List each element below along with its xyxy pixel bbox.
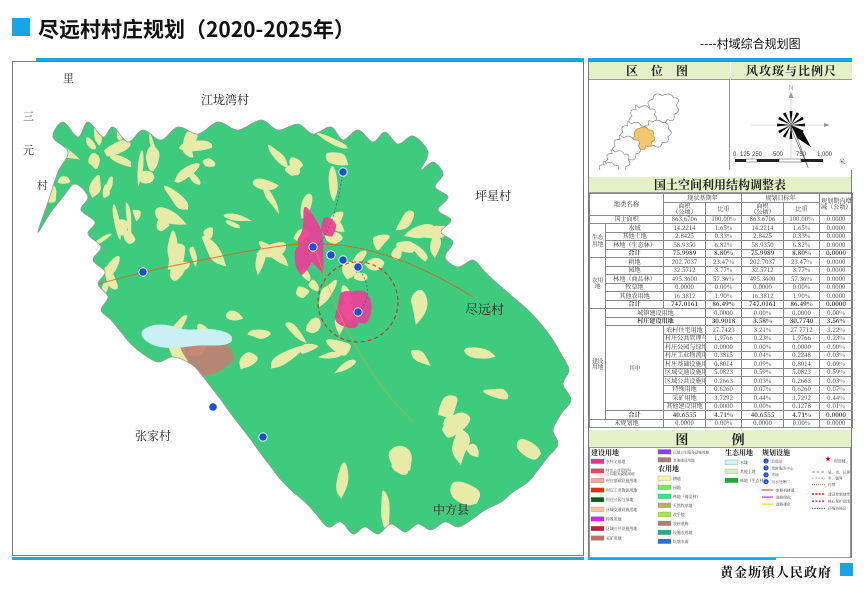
svg-text:道路硬化: 道路硬化 [776,502,791,508]
svg-text:坪星村: 坪星村 [475,187,511,204]
svg-text:规划设施: 规划设施 [762,448,790,458]
svg-text:元: 元 [23,142,34,158]
svg-text:村部楼: 村部楼 [834,458,846,464]
svg-text:林地（商品林）: 林地（商品林） [673,494,700,500]
svg-text:县、市、区界: 县、市、区界 [828,469,850,475]
svg-text:1,000: 1,000 [817,152,833,158]
svg-text:其他建设用地: 其他建设用地 [673,458,695,464]
svg-text:水域: 水域 [740,460,748,466]
svg-text:核心保护范围: 核心保护范围 [828,499,850,505]
svg-text:耕地: 耕地 [673,476,681,482]
svg-text:生态用地: 生态用地 [725,448,753,458]
svg-text:村庄公园与绿地: 村庄公园与绿地 [606,497,633,503]
svg-text:125: 125 [740,152,751,158]
svg-text:三: 三 [23,108,34,124]
svg-text:农村宅基地: 农村宅基地 [606,459,626,465]
svg-text:其他土地: 其他土地 [740,469,756,475]
svg-text:N: N [788,85,793,92]
svg-text:乡、镇界: 乡、镇界 [828,476,843,482]
svg-text:村庄工业物流用地: 村庄工业物流用地 [606,488,637,494]
svg-text:区域交通设施用地: 区域交通设施用地 [606,507,637,513]
svg-text:建设用地: 建设用地 [591,448,619,458]
svg-text:市场: 市场 [772,472,780,478]
svg-text:750: 750 [796,152,807,158]
svg-text:中方县: 中方县 [433,501,469,518]
svg-text:设施农用地: 设施农用地 [673,530,693,536]
svg-text:环境协调区: 环境协调区 [828,506,847,512]
svg-text:党群服务中心: 党群服务中心 [772,465,794,471]
svg-text:里: 里 [63,70,74,86]
svg-text:道路绿化: 道路绿化 [776,494,791,500]
svg-text:农用地: 农用地 [657,464,679,474]
svg-text:2: 2 [765,465,767,470]
svg-text:园地: 园地 [673,485,681,491]
svg-text:江垅湾村: 江垅湾村 [201,91,249,108]
svg-text:垃圾站: 垃圾站 [772,458,783,464]
svg-text:建设控制地带: 建设控制地带 [828,491,850,497]
svg-text:3: 3 [765,472,767,477]
svg-text:1: 1 [765,458,767,463]
svg-text:500: 500 [773,152,784,158]
svg-text:★: ★ [825,454,831,463]
svg-text:改乎地: 改乎地 [673,512,685,518]
svg-text:公共服务设施用地: 公共服务设施用地 [606,471,635,477]
svg-text:0: 0 [733,152,737,158]
svg-text:新修机耕道: 新修机耕道 [776,487,795,493]
svg-text:4: 4 [765,479,767,484]
svg-text:天然牧草地: 天然牧草地 [673,503,693,509]
svg-text:250: 250 [752,152,763,158]
svg-text:村界: 村界 [828,482,836,488]
svg-text:尽远村: 尽远村 [465,299,504,318]
svg-text:特殊用地: 特殊用地 [606,516,622,522]
svg-text:区域公共设施用地: 区域公共设施用地 [606,526,637,532]
svg-text:村: 村 [37,177,48,193]
svg-text:区域卫生服务设施用地: 区域卫生服务设施用地 [673,450,709,456]
svg-text:采矿用地: 采矿用地 [606,536,622,542]
svg-text:米: 米 [839,157,845,166]
svg-text:污水处理厂: 污水处理厂 [772,479,791,485]
svg-text:坑塘水面: 坑塘水面 [673,539,689,545]
svg-text:张家村: 张家村 [135,427,171,444]
svg-text:农村道路: 农村道路 [673,521,689,527]
svg-text:村庄基础设施用地: 村庄基础设施用地 [606,478,637,484]
